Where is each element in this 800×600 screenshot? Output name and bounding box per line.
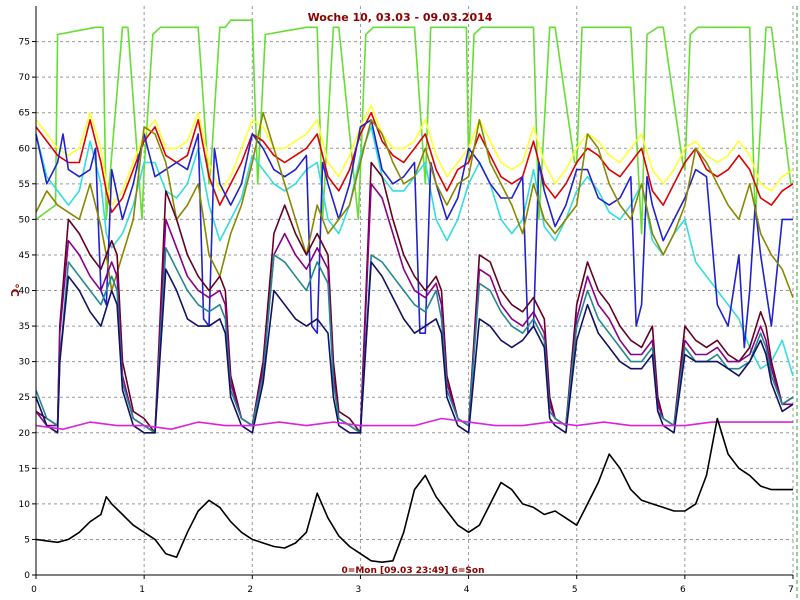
x-axis-label: 0=Mon [09.03 23:49] 6=Son — [342, 566, 485, 576]
y-tick-label-12: 60 — [19, 144, 31, 154]
y-tick-label-11: 55 — [19, 180, 30, 190]
x-tick-label-3: 3 — [356, 585, 362, 595]
y-tick-label-15: 75 — [19, 38, 30, 48]
y-tick-label-0: 0 — [24, 571, 30, 581]
y-tick-label-3: 15 — [19, 464, 30, 474]
series-layer — [35, 19, 794, 564]
chart-title: Woche 10, 03.03 - 09.03.2014 — [308, 11, 493, 24]
y-tick-label-7: 35 — [19, 322, 30, 332]
series-line-2 — [35, 104, 794, 206]
y-tick-label-14: 70 — [19, 73, 31, 83]
y-tick-label-2: 10 — [19, 500, 31, 510]
series-line-1 — [35, 19, 793, 235]
y-tick-label-6: 30 — [19, 358, 31, 368]
y-tick-label-1: 5 — [24, 535, 30, 545]
y-tick-label-13: 65 — [19, 109, 30, 119]
x-tick-label-1: 1 — [139, 585, 145, 595]
series-line-6 — [35, 111, 794, 298]
y-tick-label-4: 20 — [19, 429, 31, 439]
y-tick-label-8: 40 — [19, 287, 31, 297]
series-line-5 — [35, 119, 793, 349]
y-tick-label-9: 45 — [19, 251, 30, 261]
axes — [32, 6, 798, 600]
x-tick-label-5: 5 — [572, 585, 578, 595]
x-tick-label-2: 2 — [247, 585, 253, 595]
series-line-12 — [35, 417, 793, 564]
x-tick-label-4: 4 — [464, 585, 470, 595]
y-tick-label-5: 25 — [19, 393, 30, 403]
y-tick-label-10: 50 — [19, 215, 31, 225]
x-tick-label-7: 7 — [788, 585, 794, 595]
y-axis-label: °C — [8, 283, 21, 297]
x-tick-label-6: 6 — [680, 585, 686, 595]
series-line-3 — [35, 111, 794, 214]
series-line-11 — [35, 417, 793, 431]
x-tick-label-0: 0 — [31, 585, 37, 595]
